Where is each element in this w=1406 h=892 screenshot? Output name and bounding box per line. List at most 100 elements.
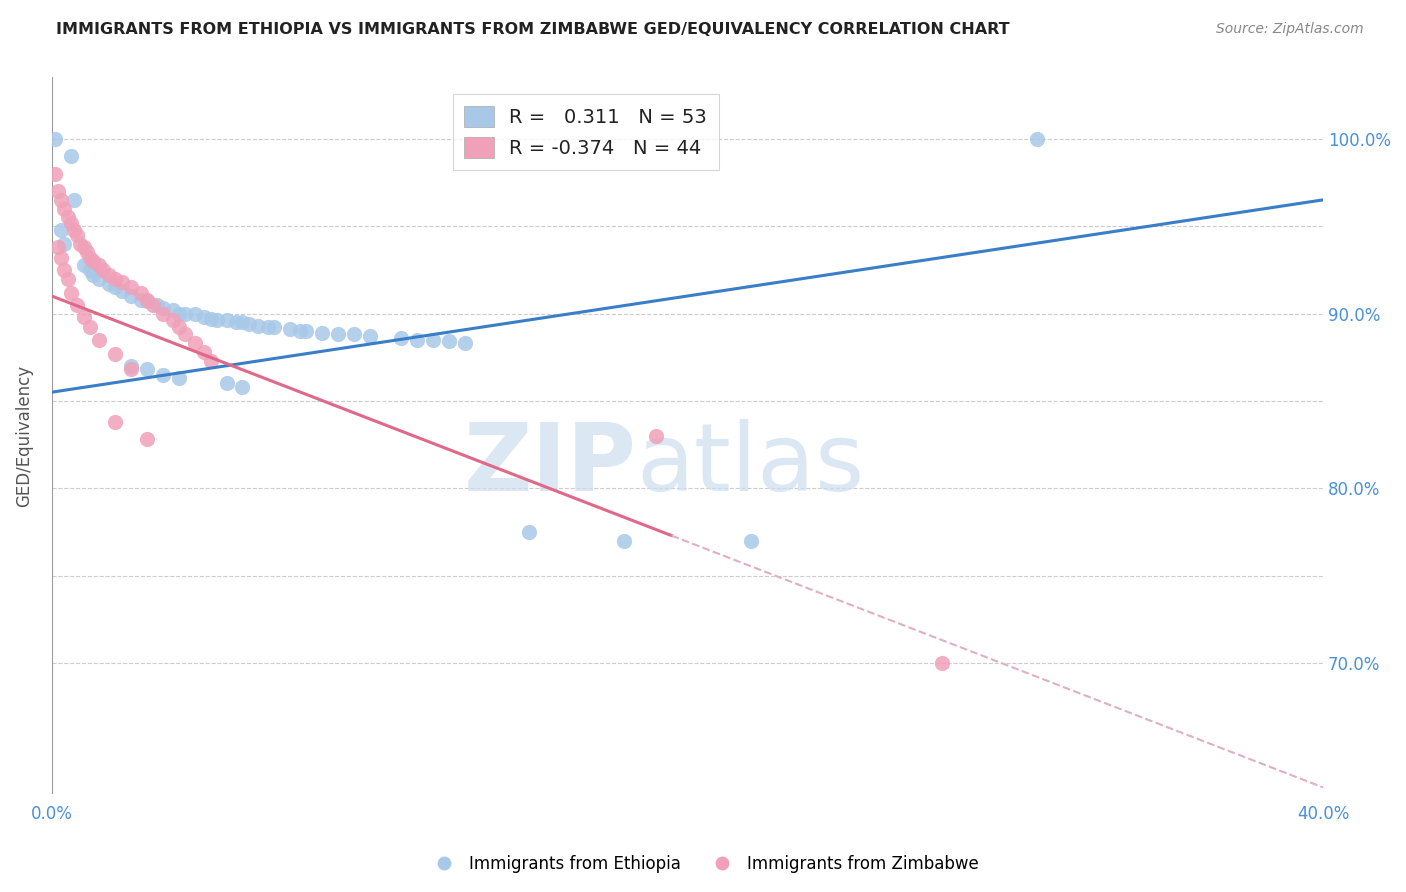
- Point: [72, 258, 94, 272]
- Point: [66, 227, 89, 242]
- Text: Source: ZipAtlas.com: Source: ZipAtlas.com: [1216, 22, 1364, 37]
- Point: [295, 324, 318, 338]
- Point: [97, 277, 120, 291]
- Point: [184, 336, 207, 351]
- Point: [152, 368, 174, 382]
- Point: [82, 254, 104, 268]
- Point: [215, 376, 238, 391]
- Point: [1026, 131, 1049, 145]
- Point: [200, 353, 222, 368]
- Point: [59, 285, 82, 300]
- Point: [613, 533, 636, 548]
- Point: [89, 271, 111, 285]
- Point: [111, 275, 134, 289]
- Legend: Immigrants from Ethiopia, Immigrants from Zimbabwe: Immigrants from Ethiopia, Immigrants fro…: [420, 848, 986, 880]
- Point: [120, 289, 142, 303]
- Point: [326, 327, 349, 342]
- Point: [238, 317, 260, 331]
- Point: [174, 306, 197, 320]
- Text: IMMIGRANTS FROM ETHIOPIA VS IMMIGRANTS FROM ZIMBABWE GED/EQUIVALENCY CORRELATION: IMMIGRANTS FROM ETHIOPIA VS IMMIGRANTS F…: [56, 22, 1010, 37]
- Point: [644, 429, 666, 443]
- Point: [454, 336, 477, 351]
- Point: [129, 293, 152, 307]
- Point: [162, 313, 184, 327]
- Point: [263, 320, 285, 334]
- Point: [422, 333, 444, 347]
- Point: [120, 280, 142, 294]
- Point: [79, 262, 101, 277]
- Point: [136, 294, 159, 309]
- Point: [359, 329, 381, 343]
- Point: [225, 315, 247, 329]
- Point: [136, 293, 159, 307]
- Point: [89, 258, 111, 272]
- Point: [56, 271, 79, 285]
- Point: [63, 193, 86, 207]
- Point: [162, 303, 184, 318]
- Point: [53, 236, 76, 251]
- Point: [51, 251, 73, 265]
- Point: [184, 306, 207, 320]
- Point: [56, 211, 79, 225]
- Point: [53, 202, 76, 216]
- Point: [79, 251, 101, 265]
- Point: [82, 268, 104, 282]
- Point: [51, 222, 73, 236]
- Point: [91, 262, 114, 277]
- Point: [51, 193, 73, 207]
- Point: [193, 345, 215, 359]
- Point: [247, 318, 270, 333]
- Point: [120, 359, 142, 373]
- Point: [288, 324, 311, 338]
- Y-axis label: GED/Equivalency: GED/Equivalency: [15, 365, 32, 507]
- Point: [66, 298, 89, 312]
- Point: [72, 240, 94, 254]
- Point: [44, 167, 66, 181]
- Point: [72, 310, 94, 324]
- Point: [136, 362, 159, 376]
- Point: [231, 380, 253, 394]
- Point: [46, 240, 69, 254]
- Point: [152, 301, 174, 316]
- Point: [205, 313, 228, 327]
- Point: [120, 362, 142, 376]
- Point: [215, 313, 238, 327]
- Point: [53, 262, 76, 277]
- Point: [104, 280, 127, 294]
- Point: [200, 311, 222, 326]
- Point: [257, 320, 280, 334]
- Point: [406, 333, 429, 347]
- Point: [343, 327, 366, 342]
- Point: [145, 298, 167, 312]
- Legend: R =   0.311   N = 53, R = -0.374   N = 44: R = 0.311 N = 53, R = -0.374 N = 44: [453, 95, 718, 169]
- Point: [152, 306, 174, 320]
- Point: [59, 216, 82, 230]
- Text: atlas: atlas: [637, 418, 865, 510]
- Point: [129, 285, 152, 300]
- Point: [104, 271, 127, 285]
- Point: [278, 322, 301, 336]
- Point: [136, 433, 159, 447]
- Point: [59, 149, 82, 163]
- Point: [174, 327, 197, 342]
- Text: ZIP: ZIP: [464, 418, 637, 510]
- Point: [104, 415, 127, 429]
- Point: [111, 284, 134, 298]
- Point: [931, 657, 953, 671]
- Point: [89, 333, 111, 347]
- Point: [311, 326, 333, 340]
- Point: [231, 315, 253, 329]
- Point: [517, 524, 540, 539]
- Point: [79, 320, 101, 334]
- Point: [437, 334, 460, 349]
- Point: [69, 236, 91, 251]
- Point: [193, 310, 215, 324]
- Point: [63, 222, 86, 236]
- Point: [389, 331, 412, 345]
- Point: [97, 268, 120, 282]
- Point: [104, 347, 127, 361]
- Point: [76, 245, 98, 260]
- Point: [167, 371, 190, 385]
- Point: [142, 298, 165, 312]
- Point: [740, 533, 762, 548]
